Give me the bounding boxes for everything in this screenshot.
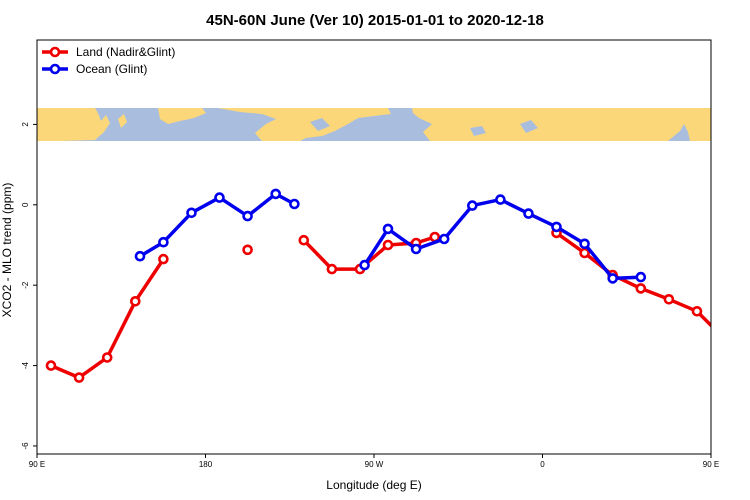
legend-item-land: Land (Nadir&Glint) xyxy=(42,45,175,59)
data-point-ocean xyxy=(410,243,422,255)
legend-item-ocean: Ocean (Glint) xyxy=(42,62,147,76)
data-point-ocean xyxy=(214,192,225,203)
data-point-ocean xyxy=(523,208,534,219)
data-point-land xyxy=(130,295,141,307)
x-tick-label: 0 xyxy=(540,460,545,469)
y-tick-label: -2 xyxy=(21,281,30,289)
x-axis: 90 E 180 90 W 0 90 E xyxy=(29,454,719,469)
x-axis-label: Longitude (deg E) xyxy=(326,478,421,492)
data-point-land xyxy=(242,244,253,256)
legend-label-ocean: Ocean (Glint) xyxy=(76,62,147,76)
data-point-ocean xyxy=(158,236,169,248)
data-point-land xyxy=(691,305,703,317)
data-point-land xyxy=(635,283,647,294)
y-tick-label: -4 xyxy=(21,361,30,369)
map-strip-water xyxy=(310,118,538,136)
data-point-land xyxy=(382,239,394,251)
data-point-ocean xyxy=(635,271,647,283)
data-point-land xyxy=(73,372,85,383)
legend: Land (Nadir&Glint) Ocean (Glint) xyxy=(42,45,175,76)
legend-swatch-ocean-marker xyxy=(49,63,61,75)
data-point-ocean xyxy=(466,200,478,211)
series-land xyxy=(45,227,729,383)
data-point-ocean xyxy=(134,250,146,262)
y-axis-label: XCO2 - MLO trend (ppm) xyxy=(0,183,14,318)
data-point-ocean xyxy=(607,273,619,284)
series-ocean xyxy=(134,188,647,284)
data-point-ocean xyxy=(551,221,562,233)
x-tick-label: 90 E xyxy=(29,460,45,469)
series-layer xyxy=(45,188,729,383)
data-point-land xyxy=(298,234,310,246)
data-point-ocean xyxy=(359,259,370,271)
data-point-ocean xyxy=(438,233,450,245)
data-point-land xyxy=(158,253,169,265)
data-point-ocean xyxy=(186,207,197,219)
data-point-land xyxy=(45,360,57,371)
x-tick-label: 90 W xyxy=(365,460,384,469)
y-axis: -6 -4 -2 0 2 xyxy=(21,122,37,450)
x-tick-label: 90 E xyxy=(703,460,719,469)
data-point-ocean xyxy=(270,188,282,200)
data-point-land xyxy=(579,247,590,259)
data-point-ocean xyxy=(242,210,253,222)
data-point-ocean xyxy=(289,198,300,210)
legend-swatch-land-marker xyxy=(49,46,61,58)
y-tick-label: 2 xyxy=(21,122,30,127)
data-point-ocean xyxy=(579,238,590,250)
plot-frame xyxy=(36,39,712,455)
legend-label-land: Land (Nadir&Glint) xyxy=(76,45,175,59)
data-point-ocean xyxy=(495,194,506,205)
y-tick-label: 0 xyxy=(21,202,30,207)
data-point-land xyxy=(663,293,675,305)
data-point-land xyxy=(721,335,729,343)
map-strip-land xyxy=(37,108,711,141)
data-point-land xyxy=(326,263,338,275)
y-tick-label: -6 xyxy=(21,442,30,450)
chart-title: 45N-60N June (Ver 10) 2015-01-01 to 2020… xyxy=(206,12,544,29)
x-tick-label: 180 xyxy=(199,460,213,469)
data-point-ocean xyxy=(382,223,394,235)
data-point-land xyxy=(101,352,113,363)
map-strip xyxy=(37,108,711,141)
